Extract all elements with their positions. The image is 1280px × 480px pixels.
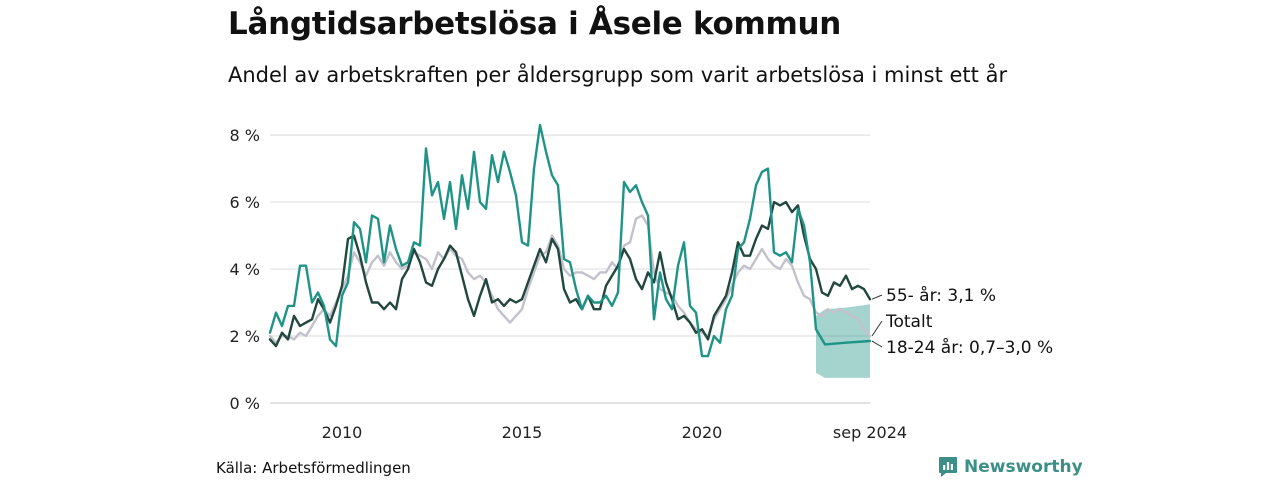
x-axis-ticks: 2010 2015 2020 sep 2024	[322, 423, 907, 442]
uncertainty-band	[816, 304, 870, 378]
source-note: Källa: Arbetsförmedlingen	[216, 459, 411, 477]
series-end-label: 18-24 år: 0,7–3,0 %	[886, 337, 1053, 358]
brand-name: Newsworthy	[964, 457, 1083, 477]
series-line-55-r	[268, 200, 872, 348]
y-tick-label: 4 %	[230, 260, 260, 279]
end-label-connector	[871, 294, 883, 300]
series-line-totalt	[268, 214, 872, 344]
newsworthy-logo-icon	[939, 457, 957, 477]
x-tick-label: 2020	[682, 423, 723, 442]
brand-logo: Newsworthy	[938, 456, 1083, 478]
series-lines	[268, 123, 872, 358]
y-tick-label: 6 %	[230, 193, 260, 212]
chart-title: Långtidsarbetslösa i Åsele kommun	[228, 6, 842, 42]
y-tick-label: 0 %	[230, 394, 260, 413]
series-end-labels: 18-24 år: 0,7–3,0 % 55- år: 3,1 % Totalt	[871, 285, 1053, 358]
x-tick-label: sep 2024	[833, 423, 907, 442]
series-line-18-24-r	[268, 123, 872, 358]
line-chart: 0 % 2 % 4 % 6 % 8 % 2010 2015 2020 sep 2024 18-…	[230, 123, 1053, 442]
end-label-connector	[871, 340, 883, 348]
series-end-label: 55- år: 3,1 %	[886, 285, 996, 306]
x-tick-label: 2010	[322, 423, 363, 442]
y-tick-label: 8 %	[230, 126, 260, 145]
x-tick-label: 2015	[502, 423, 543, 442]
series-end-label: Totalt	[885, 312, 933, 332]
chart-subtitle: Andel av arbetskraften per åldersgrupp s…	[228, 63, 1008, 87]
end-label-connector	[871, 320, 883, 337]
band-18-24-r	[816, 304, 870, 378]
y-axis-ticks: 0 % 2 % 4 % 6 % 8 %	[230, 126, 260, 413]
y-tick-label: 2 %	[230, 327, 260, 346]
